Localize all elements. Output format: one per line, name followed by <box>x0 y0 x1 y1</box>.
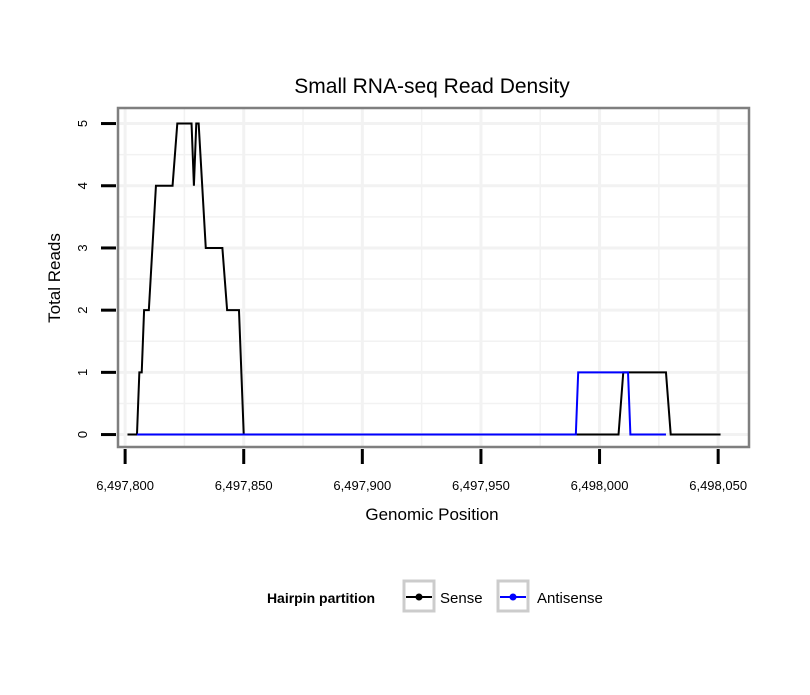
series-line-antisense <box>136 371 666 436</box>
x-tick-label: 6,497,850 <box>215 478 273 493</box>
y-tick-label: 1 <box>75 369 90 376</box>
y-tick-label: 2 <box>75 307 90 314</box>
legend-dot-sense <box>415 593 423 601</box>
y-tick-label: 4 <box>75 182 90 189</box>
legend: Hairpin partition Sense Antisense <box>267 579 603 613</box>
x-tick-label: 6,497,800 <box>96 478 154 493</box>
series-line-sense <box>127 122 721 436</box>
y-tick-label: 3 <box>75 244 90 251</box>
legend-label-antisense: Antisense <box>537 590 603 607</box>
plot-panel-border <box>116 106 751 449</box>
legend-label-sense: Sense <box>440 590 483 607</box>
x-tick-label: 6,498,000 <box>571 478 629 493</box>
legend-item-antisense[interactable]: Antisense <box>496 579 603 613</box>
x-tick-label: 6,498,050 <box>689 478 747 493</box>
series-layer <box>127 122 721 436</box>
grid-layer <box>118 108 749 447</box>
y-tick-label: 0 <box>75 431 90 438</box>
x-tick-label: 6,497,900 <box>333 478 391 493</box>
y-axis-label: Total Reads <box>45 233 64 323</box>
x-axis-label: Genomic Position <box>365 505 498 524</box>
x-tick-label: 6,497,950 <box>452 478 510 493</box>
legend-item-sense[interactable]: Sense <box>402 579 483 613</box>
chart-title: Small RNA-seq Read Density <box>294 75 570 98</box>
axis-layer: 6,497,800 6,497,850 6,497,900 6,497,950 6,49… <box>75 120 747 493</box>
y-tick-label: 5 <box>75 120 90 127</box>
legend-dot-antisense <box>509 593 517 601</box>
legend-title: Hairpin partition <box>267 590 375 606</box>
